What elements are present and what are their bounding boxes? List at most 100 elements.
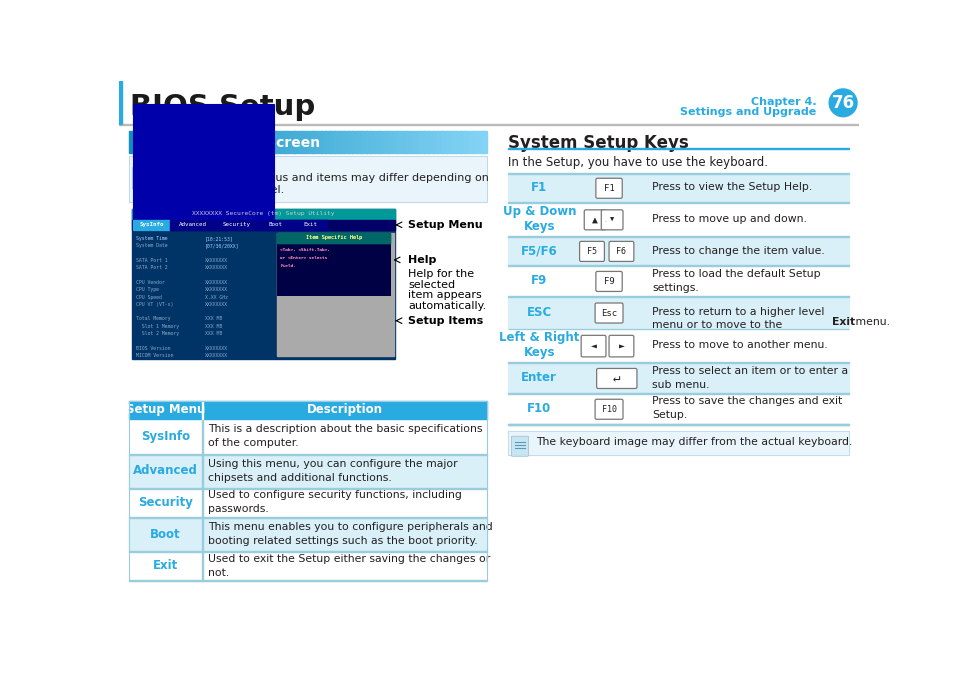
Text: XXXXXXXX SecureCore (tm) Setup Utility: XXXXXXXX SecureCore (tm) Setup Utility <box>192 211 335 216</box>
Circle shape <box>828 89 856 116</box>
Bar <box>191 131 196 153</box>
Bar <box>129 552 486 581</box>
Bar <box>290 131 294 153</box>
Bar <box>235 131 241 153</box>
Text: ESC: ESC <box>526 306 552 319</box>
Text: ►: ► <box>618 341 623 351</box>
Bar <box>164 131 170 153</box>
Bar <box>277 233 390 294</box>
Bar <box>119 124 858 125</box>
Text: SysInfo: SysInfo <box>141 430 190 443</box>
Bar <box>200 131 205 153</box>
Bar <box>232 131 236 153</box>
Text: Using this menu, you can configure the major
chipsets and additional functions.: Using this menu, you can configure the m… <box>208 459 457 483</box>
Bar <box>240 131 246 153</box>
Bar <box>277 233 394 356</box>
Bar <box>285 131 290 153</box>
Text: Advanced: Advanced <box>132 464 197 477</box>
Bar <box>508 363 848 394</box>
Text: XXXXXXXX: XXXXXXXX <box>205 353 228 358</box>
Bar <box>160 131 165 153</box>
Text: ·: · <box>604 219 605 224</box>
Bar <box>383 131 389 153</box>
FancyBboxPatch shape <box>580 335 605 357</box>
Text: or <Enter> selects: or <Enter> selects <box>280 256 328 260</box>
Text: F9: F9 <box>531 274 547 287</box>
Text: CPU VT (VT-x): CPU VT (VT-x) <box>136 302 173 307</box>
Text: Press to load the default Setup
settings.: Press to load the default Setup settings… <box>652 269 821 292</box>
Text: ↵: ↵ <box>613 372 619 385</box>
Bar <box>508 297 848 329</box>
Bar <box>419 131 424 153</box>
Bar <box>303 131 308 153</box>
Text: System Setup Keys: System Setup Keys <box>508 133 688 152</box>
FancyBboxPatch shape <box>579 242 604 261</box>
Bar <box>227 131 232 153</box>
Bar <box>155 131 160 153</box>
Bar <box>446 131 451 153</box>
Text: XXXXXXXX: XXXXXXXX <box>205 287 228 292</box>
Bar <box>468 131 474 153</box>
Bar <box>455 131 460 153</box>
Bar <box>133 104 274 227</box>
Text: Press to save the changes and exit
Setup.: Press to save the changes and exit Setup… <box>652 397 841 420</box>
Bar <box>249 131 254 153</box>
Text: XXX MB: XXX MB <box>205 331 222 336</box>
Text: Exit: Exit <box>152 559 178 572</box>
Bar <box>320 131 326 153</box>
Bar <box>388 131 393 153</box>
Text: Press to change the item value.: Press to change the item value. <box>652 246 824 256</box>
Text: Advanced: Advanced <box>178 221 207 227</box>
Text: F1: F1 <box>531 181 547 194</box>
Text: or <Enter> selects: or <Enter> selects <box>280 256 328 260</box>
Text: Field.: Field. <box>280 264 295 267</box>
Bar <box>433 131 437 153</box>
Text: F10: F10 <box>601 405 616 414</box>
Text: Press to view the Setup Help.: Press to view the Setup Help. <box>652 183 812 192</box>
Bar <box>253 131 259 153</box>
Bar <box>129 419 486 455</box>
Bar <box>258 220 293 230</box>
Text: CPU Speed: CPU Speed <box>136 294 162 299</box>
Text: menu.: menu. <box>852 317 889 327</box>
Bar <box>119 81 122 124</box>
Text: The BIOS Setup menus and items may differ depending on: The BIOS Setup menus and items may diffe… <box>159 173 488 183</box>
Text: <Tab>, <Shift-Tab>,: <Tab>, <Shift-Tab>, <box>280 248 330 253</box>
Text: CPU Vendor: CPU Vendor <box>136 280 165 285</box>
Text: Setup Menu: Setup Menu <box>408 220 482 230</box>
Text: System Date: System Date <box>136 243 168 248</box>
Text: XXXXXXXX: XXXXXXXX <box>205 346 228 351</box>
Bar <box>169 131 173 153</box>
Text: Security: Security <box>138 496 193 509</box>
Bar <box>272 131 276 153</box>
Bar <box>245 131 250 153</box>
Text: 76: 76 <box>831 94 854 112</box>
Bar <box>307 131 313 153</box>
Bar <box>375 131 379 153</box>
FancyBboxPatch shape <box>608 335 633 357</box>
Text: XXXXXXXX: XXXXXXXX <box>205 265 228 270</box>
Bar <box>348 131 353 153</box>
Bar <box>129 518 486 552</box>
Bar <box>129 489 486 518</box>
Bar <box>361 131 366 153</box>
Bar <box>365 131 371 153</box>
Bar <box>129 401 486 581</box>
Bar <box>508 266 848 297</box>
Bar <box>316 131 321 153</box>
Text: XXXXXXXX: XXXXXXXX <box>205 302 228 307</box>
Text: Exit: Exit <box>831 317 855 327</box>
Bar <box>171 220 215 230</box>
Bar <box>129 401 486 419</box>
Bar <box>370 131 375 153</box>
Bar <box>415 131 420 153</box>
Bar <box>280 131 286 153</box>
Text: Up & Down
Keys: Up & Down Keys <box>502 205 576 233</box>
Text: Help for the: Help for the <box>408 269 474 279</box>
Bar <box>352 131 357 153</box>
Text: XXXXXXXX: XXXXXXXX <box>205 280 228 285</box>
Bar <box>209 131 214 153</box>
Bar <box>151 131 156 153</box>
Text: Item Specific Help: Item Specific Help <box>306 235 362 240</box>
Text: Enter: Enter <box>521 371 557 384</box>
